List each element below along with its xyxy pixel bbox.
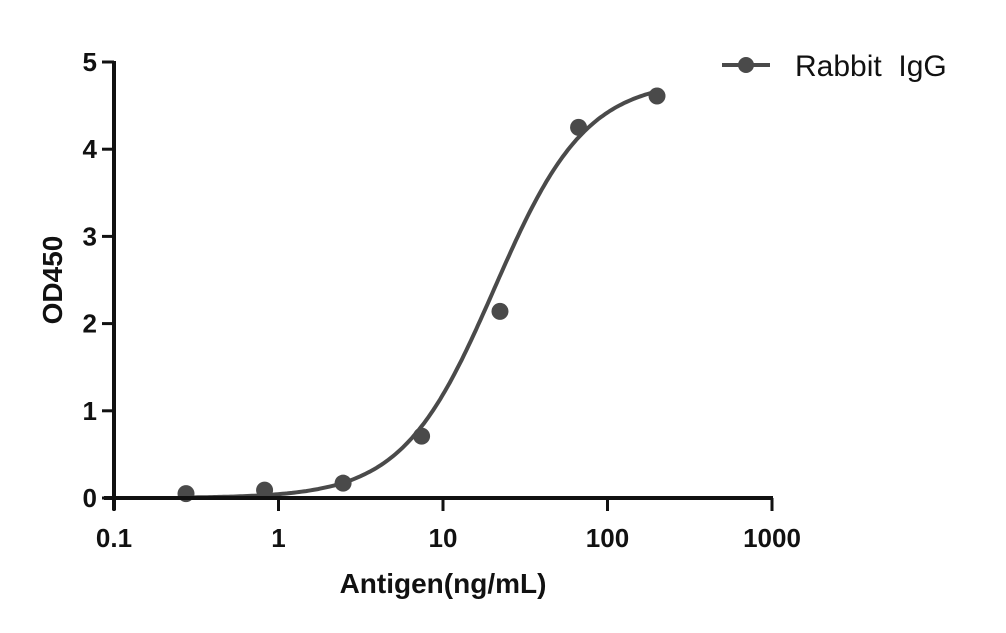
data-point [491, 302, 509, 320]
x-tick-label: 100 [586, 523, 629, 553]
y-tick-label: 4 [83, 134, 98, 164]
data-point [256, 481, 274, 499]
y-tick-label: 2 [83, 309, 97, 339]
y-tick-label: 0 [83, 483, 97, 513]
legend-label: Rabbit IgG [795, 50, 947, 83]
y-tick-label: 3 [83, 221, 97, 251]
x-axis-title: Antigen(ng/mL) [340, 568, 547, 599]
y-tick-label: 5 [83, 47, 97, 77]
data-points [177, 87, 666, 503]
data-point [413, 427, 431, 445]
legend: Rabbit IgG [722, 50, 947, 83]
x-tick-label: 1 [271, 523, 285, 553]
y-tick-label: 1 [83, 396, 97, 426]
x-tick-label: 0.1 [96, 523, 132, 553]
y-axis-title: OD450 [37, 236, 68, 325]
y-axis: 0 1 2 3 4 5 [83, 47, 116, 513]
x-axis: 0.1 1 10 100 1000 [96, 496, 801, 553]
data-point [334, 474, 352, 492]
legend-marker-icon [738, 57, 754, 73]
data-point [570, 118, 588, 136]
data-point [648, 87, 666, 105]
x-tick-label: 10 [429, 523, 458, 553]
x-tick-label: 1000 [743, 523, 801, 553]
